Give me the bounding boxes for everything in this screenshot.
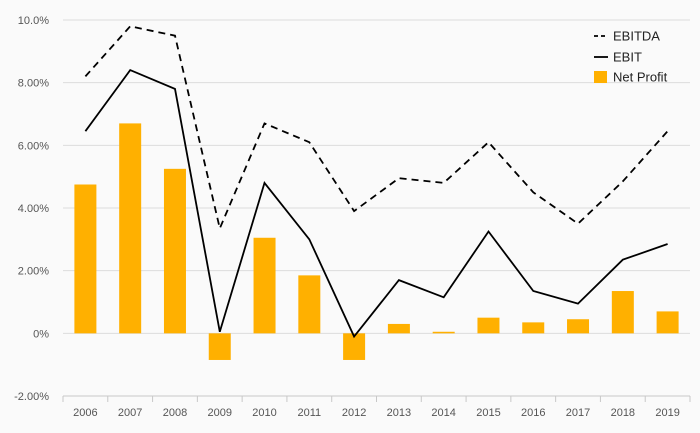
y-tick-label: 8.00% (18, 78, 49, 90)
net-profit-bar (253, 237, 276, 334)
x-tick-label: 2016 (521, 407, 545, 419)
y-tick-label: 10.0% (18, 15, 49, 27)
legend-label: EBIT (613, 50, 642, 65)
x-tick-label: 2011 (297, 407, 321, 419)
net-profit-bar (477, 317, 500, 334)
x-tick-label: 2019 (655, 407, 679, 419)
net-profit-bar (163, 168, 186, 334)
legend: EBITDA EBIT Net Profit (594, 29, 668, 85)
x-tick-label: 2012 (342, 407, 366, 419)
net-profit-bar (567, 319, 590, 334)
y-tick-label: 0% (33, 328, 49, 340)
line-series (84, 25, 669, 339)
x-tick-label: 2018 (611, 407, 635, 419)
net-profit-bar (208, 333, 231, 360)
net-profit-bar (522, 322, 545, 334)
ebitda-line (84, 25, 669, 232)
legend-label: Net Profit (613, 70, 668, 85)
x-tick-label: 2014 (431, 407, 455, 419)
net-profit-bar (74, 184, 97, 334)
y-tick-label: 4.00% (18, 203, 49, 215)
net-profit-bar (656, 311, 679, 334)
x-tick-label: 2015 (476, 407, 500, 419)
net-profit-bar (387, 323, 410, 334)
x-tick-label: 2007 (118, 407, 142, 419)
y-axis: 10.0% 8.00% 6.00% 4.00% 2.00% 0% -2.00% (14, 15, 49, 403)
x-tick-label: 2009 (208, 407, 232, 419)
net-profit-bar (432, 331, 455, 334)
x-axis: 2006 2007 2008 2009 2010 2011 2012 2013 2014 2015… (62, 395, 691, 419)
legend-label: EBITDA (613, 29, 660, 44)
net-profit-bar (343, 333, 366, 360)
x-tick-label: 2013 (387, 407, 411, 419)
x-tick-label: 2008 (163, 407, 187, 419)
ebit-line (84, 68, 668, 339)
legend-swatch-net-profit (594, 71, 607, 83)
net-profit-bar (298, 275, 321, 334)
x-tick-label: 2017 (566, 407, 590, 419)
net-profit-bar (611, 291, 634, 334)
net-profit-bar (119, 123, 142, 334)
y-tick-label: 2.00% (18, 266, 49, 278)
net-profit-bars (74, 123, 679, 360)
y-tick-label: -2.00% (14, 391, 49, 403)
y-tick-label: 6.00% (18, 140, 49, 152)
x-tick-label: 2010 (252, 407, 276, 419)
x-tick-label: 2006 (73, 407, 97, 419)
